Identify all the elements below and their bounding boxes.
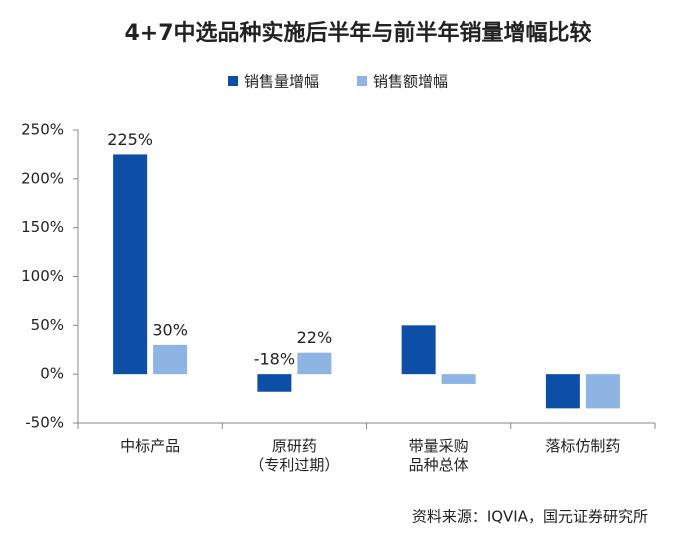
value-label: 22%: [297, 328, 333, 347]
bar: [113, 154, 148, 375]
y-tick-label: 50%: [31, 316, 64, 334]
value-label: -18%: [254, 350, 295, 369]
bar: [153, 344, 188, 375]
y-tick-label: 150%: [21, 218, 64, 236]
y-tick-label: 200%: [21, 169, 64, 187]
y-tick-label: 250%: [21, 121, 64, 139]
y-tick-label: 0%: [40, 365, 64, 383]
bar: [257, 374, 292, 392]
x-tick-label: 原研药 （专利过期）: [249, 437, 340, 474]
bar: [401, 325, 436, 375]
bar: [545, 374, 580, 409]
x-tick-label: 落标仿制药: [545, 437, 621, 455]
x-tick-label: 带量采购 品种总体: [408, 437, 469, 474]
chart-title: 4+7中选品种实施后半年与前半年销量增幅比较: [124, 20, 591, 46]
y-tick-label: 100%: [21, 267, 64, 285]
source: 资料来源：IQVIA，国元证券研究所: [412, 508, 648, 526]
x-tick-label: 中标产品: [120, 437, 181, 455]
y-tick-label: -50%: [25, 414, 64, 432]
bar: [297, 352, 332, 375]
legend-label: 销售额增幅: [373, 73, 448, 91]
bar: [585, 374, 620, 409]
legend-swatch: [228, 76, 238, 86]
legend-swatch: [357, 76, 367, 86]
bar: [441, 374, 476, 384]
legend-label: 销售量增幅: [244, 73, 319, 91]
value-label: 30%: [152, 320, 188, 339]
value-label: 225%: [107, 130, 153, 149]
